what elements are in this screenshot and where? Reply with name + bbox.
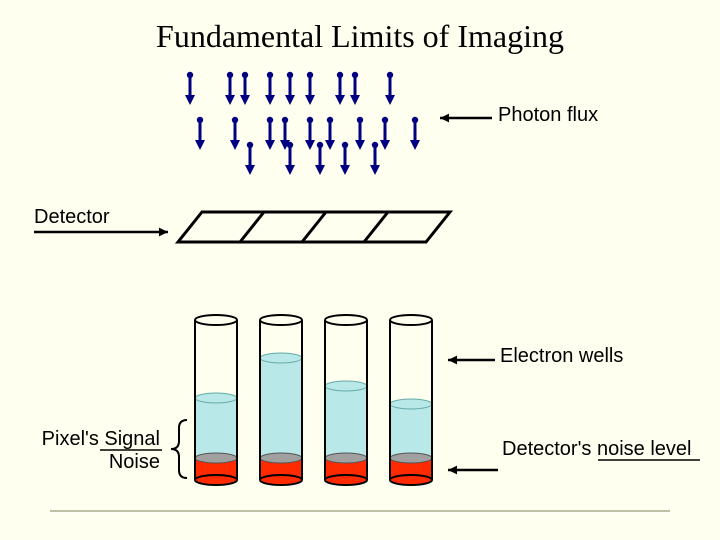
bottom-divider (50, 510, 670, 512)
brace (171, 420, 187, 478)
main-diagram (0, 0, 720, 540)
photon-flux-arrows (185, 72, 420, 175)
detector-cells (178, 212, 450, 242)
electron-wells (195, 315, 432, 485)
